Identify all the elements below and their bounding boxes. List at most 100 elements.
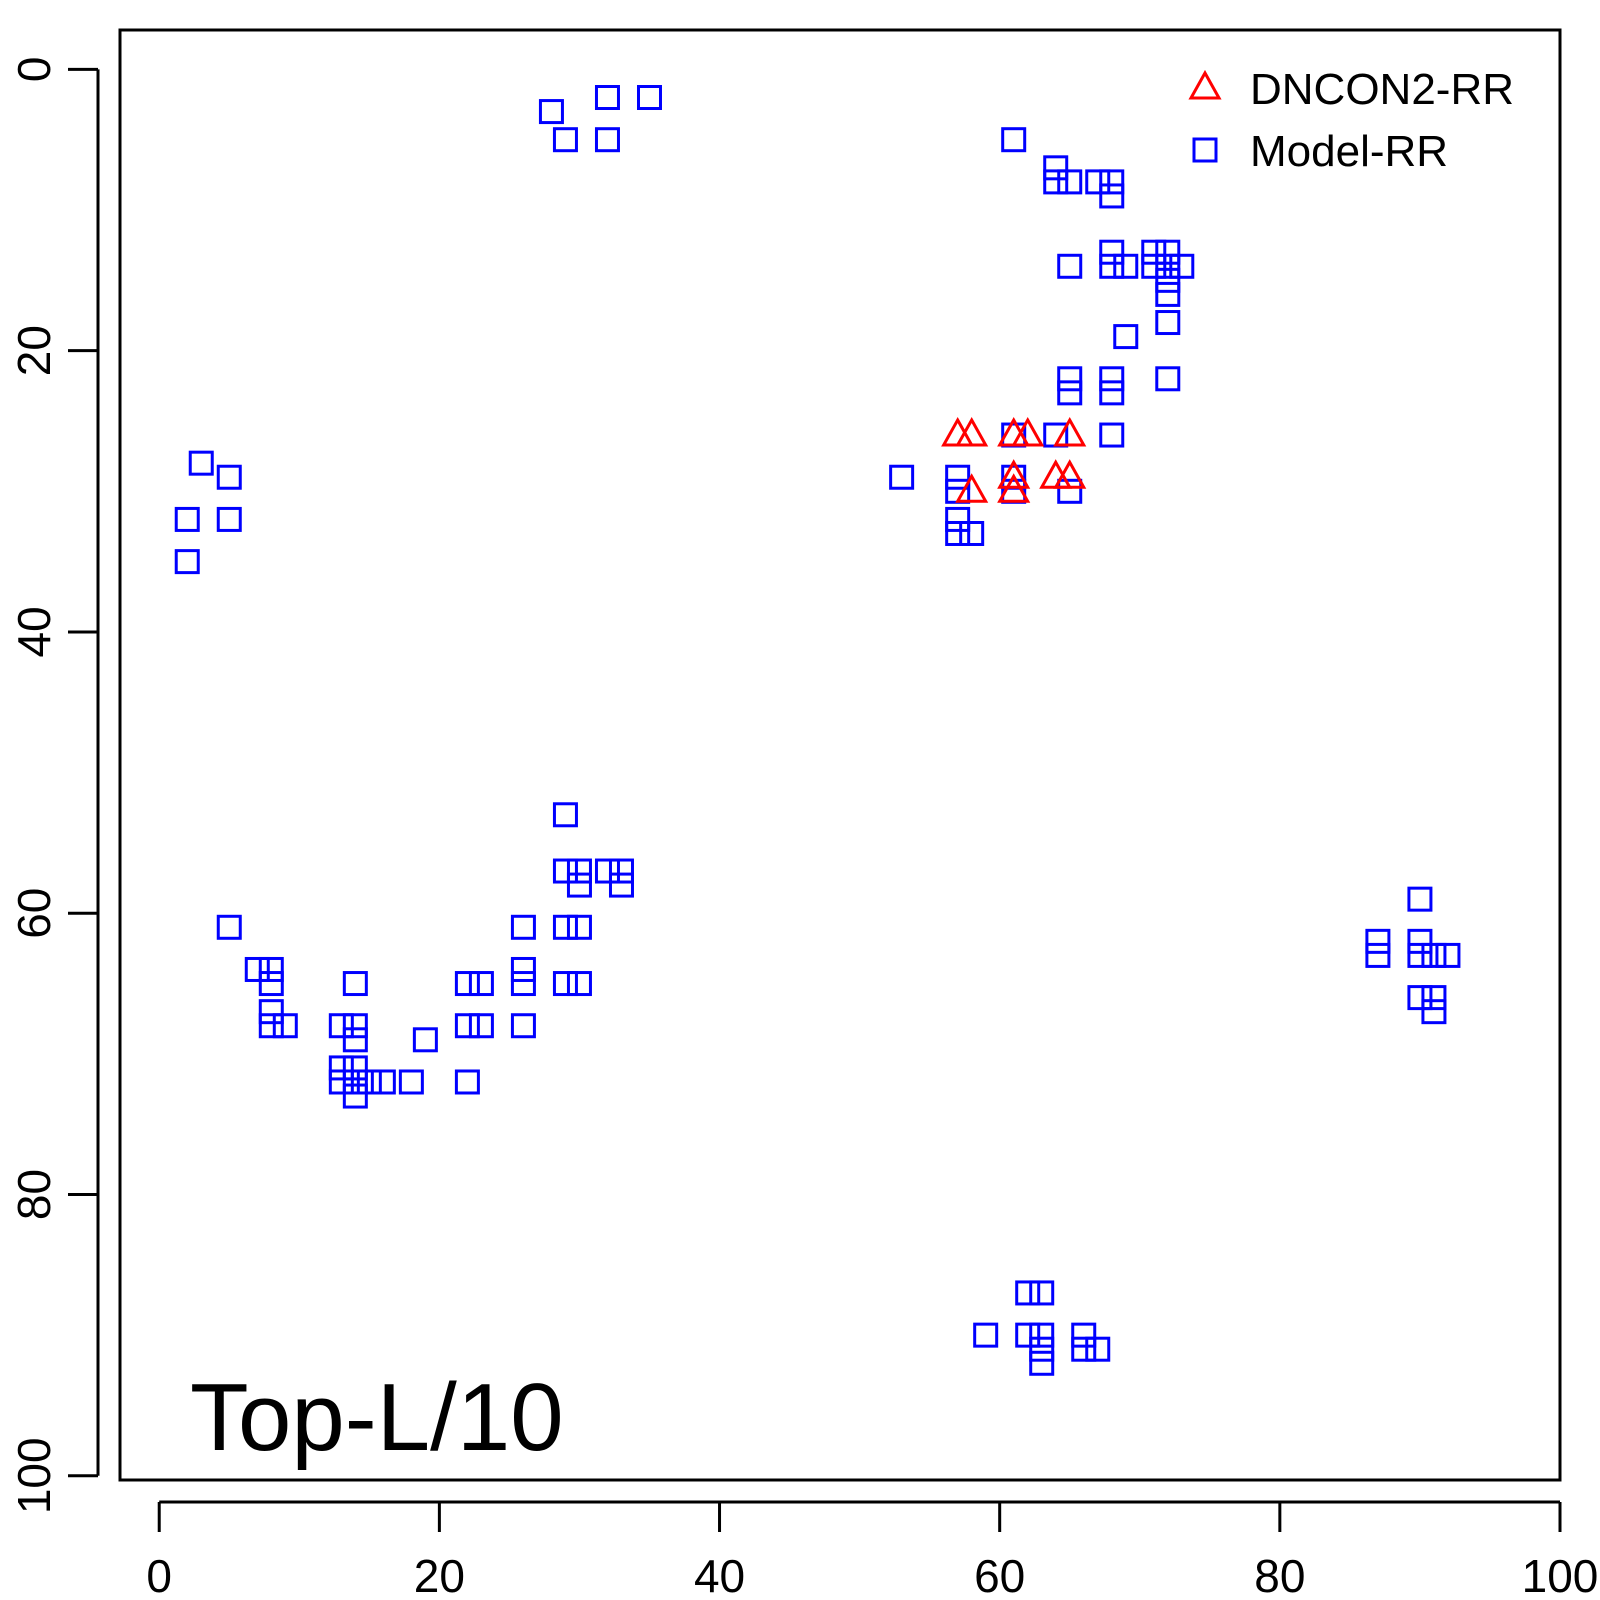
point-square [608, 858, 634, 884]
point-square [1365, 928, 1391, 954]
point-square [1099, 366, 1125, 392]
point-square [1155, 366, 1181, 392]
point-square [1029, 1336, 1055, 1362]
point-square [552, 971, 578, 997]
point-square [342, 1055, 368, 1081]
point-square [1141, 239, 1167, 265]
x-tick-label: 40 [694, 1550, 745, 1600]
point-square [1407, 928, 1433, 954]
point-square [552, 127, 578, 153]
legend-marker-model [1192, 137, 1218, 163]
point-square [510, 971, 536, 997]
point-triangle [997, 473, 1031, 503]
point-square [272, 1013, 298, 1039]
point-square [1057, 366, 1083, 392]
point-square [1001, 127, 1027, 153]
point-square [1029, 1280, 1055, 1306]
point-square [1057, 380, 1083, 406]
point-square [566, 914, 592, 940]
point-triangle [997, 459, 1031, 489]
point-square [258, 956, 284, 982]
point-square [1169, 253, 1195, 279]
point-triangle [1039, 459, 1073, 489]
point-square [608, 872, 634, 898]
point-square [1057, 169, 1083, 195]
point-square [342, 1013, 368, 1039]
chart-annotation: Top-L/10 [190, 1364, 564, 1471]
point-square [216, 506, 242, 532]
point-square [1057, 253, 1083, 279]
y-axis: 0 20 40 60 80 100 [8, 57, 100, 1514]
point-triangle [955, 473, 989, 503]
y-tick-label: 40 [8, 606, 60, 657]
point-square [1099, 169, 1125, 195]
point-square [342, 1027, 368, 1053]
point-square [174, 506, 200, 532]
point-square [328, 1013, 354, 1039]
point-square [566, 858, 592, 884]
point-square [1099, 183, 1125, 209]
point-square [1029, 1322, 1055, 1348]
point-square [1057, 478, 1083, 504]
x-tick-label: 0 [146, 1550, 172, 1600]
point-square [412, 1027, 438, 1053]
point-square [594, 85, 620, 111]
point-square [1155, 253, 1181, 279]
point-square [510, 956, 536, 982]
point-square [1015, 1322, 1041, 1348]
point-square [1435, 942, 1461, 968]
point-square [356, 1069, 382, 1095]
point-square [1407, 942, 1433, 968]
x-tick-label: 100 [1522, 1550, 1599, 1600]
point-square [552, 914, 578, 940]
point-square [468, 971, 494, 997]
x-tick-label: 60 [974, 1550, 1025, 1600]
plot-frame [118, 28, 1562, 1482]
point-square [328, 1069, 354, 1095]
x-tick-label: 80 [1254, 1550, 1305, 1600]
point-triangle [1053, 459, 1087, 489]
legend-marker-dncon2 [1188, 69, 1222, 100]
point-square [1155, 310, 1181, 336]
point-square [174, 549, 200, 575]
point-square [468, 1013, 494, 1039]
point-square [1113, 324, 1139, 350]
point-square [510, 1013, 536, 1039]
point-square [216, 464, 242, 490]
y-tick-label: 60 [8, 888, 60, 939]
point-square [258, 999, 284, 1025]
point-triangle [955, 416, 989, 447]
point-square [1407, 886, 1433, 912]
legend-label-dncon2: DNCON2-RR [1250, 65, 1514, 114]
point-square [454, 1013, 480, 1039]
point-square [1113, 253, 1139, 279]
point-square [1029, 1350, 1055, 1376]
x-tick-label: 20 [414, 1550, 465, 1600]
point-square [1015, 1280, 1041, 1306]
point-square [398, 1069, 424, 1095]
point-triangle [1011, 416, 1045, 447]
point-square [1421, 985, 1447, 1011]
point-square [566, 971, 592, 997]
point-square [1141, 253, 1167, 279]
point-square [594, 127, 620, 153]
point-square [1043, 155, 1069, 181]
point-square [636, 85, 662, 111]
point-square [973, 1322, 999, 1348]
point-square [342, 971, 368, 997]
point-square [1099, 422, 1125, 448]
point-square [945, 464, 971, 490]
y-tick-label: 0 [8, 57, 60, 83]
point-square [258, 1013, 284, 1039]
point-square [959, 520, 985, 546]
point-square [889, 464, 915, 490]
point-square [1099, 253, 1125, 279]
point-square [552, 858, 578, 884]
point-square [244, 956, 270, 982]
point-square [594, 858, 620, 884]
point-square [510, 914, 536, 940]
point-square [1365, 942, 1391, 968]
point-square [552, 802, 578, 828]
point-square [454, 1069, 480, 1095]
